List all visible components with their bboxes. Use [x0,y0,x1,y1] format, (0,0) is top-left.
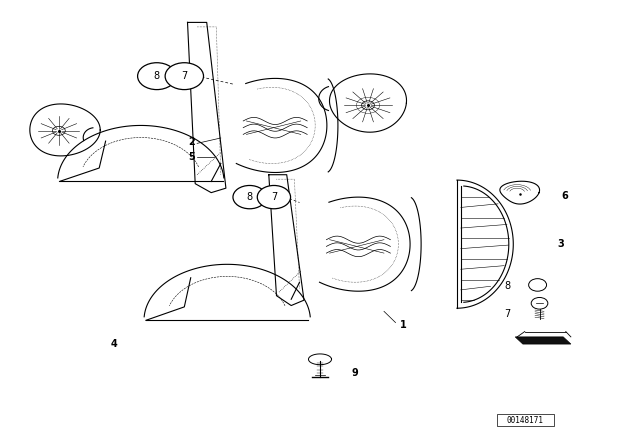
Text: 6: 6 [561,191,568,201]
Text: 8: 8 [154,71,160,81]
Text: 3: 3 [557,239,564,249]
Text: 2: 2 [188,138,195,147]
Text: 8: 8 [246,192,253,202]
Circle shape [257,185,291,209]
Circle shape [529,279,547,291]
Text: 4: 4 [111,339,117,349]
Text: 7: 7 [271,192,277,202]
Text: 7: 7 [504,310,511,319]
Text: 9: 9 [352,368,358,378]
Circle shape [138,63,176,90]
Circle shape [165,63,204,90]
Text: 5: 5 [188,152,195,162]
Circle shape [233,185,266,209]
Text: 1: 1 [400,320,406,330]
Text: 7: 7 [181,71,188,81]
Polygon shape [515,337,571,344]
Circle shape [531,297,548,309]
Text: 00148171: 00148171 [506,416,543,425]
Text: 8: 8 [504,281,511,291]
